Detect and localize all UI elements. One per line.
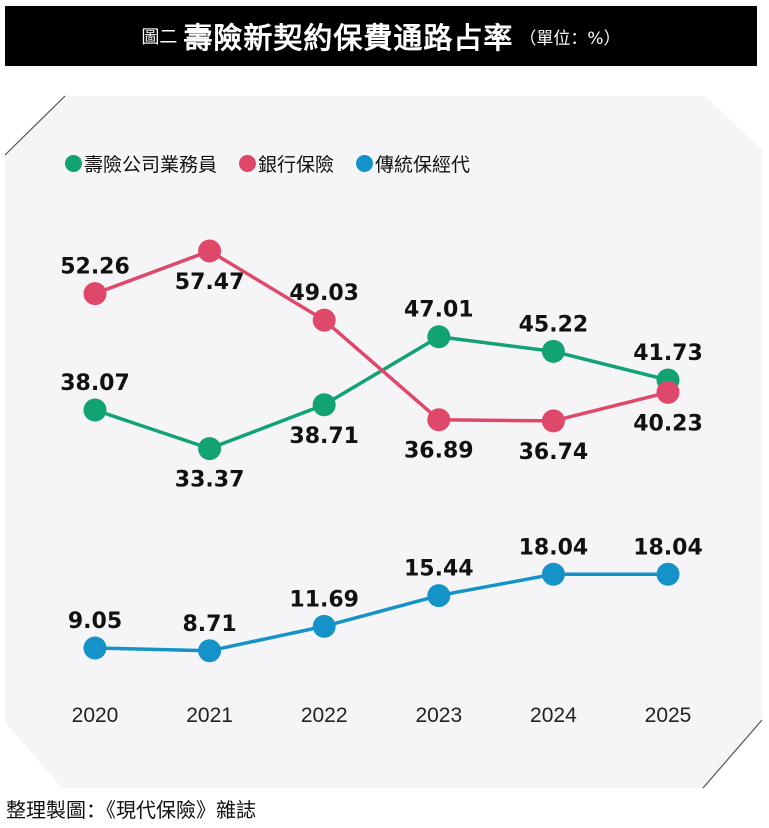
data-point xyxy=(541,339,565,363)
data-point xyxy=(198,639,222,663)
legend-item-brokers: 傳統保經代 xyxy=(356,150,470,177)
legend-dot-blue xyxy=(356,155,374,172)
figure-number: 圖二 xyxy=(141,27,178,48)
data-label: 36.74 xyxy=(519,440,589,465)
series-line xyxy=(94,334,669,451)
chart-unit: （單位：%） xyxy=(519,28,621,49)
data-label: 57.47 xyxy=(175,270,245,295)
x-tick-label: 2021 xyxy=(186,704,233,727)
x-tick-label: 2025 xyxy=(645,704,692,727)
panel-shape xyxy=(5,96,762,788)
x-tick-label: 2020 xyxy=(72,704,119,727)
chart-title: 壽險新契約保費通路占率 xyxy=(183,21,514,55)
data-point xyxy=(83,398,107,422)
legend-item-bancassurance: 銀行保險 xyxy=(239,150,334,177)
data-label: 9.05 xyxy=(68,609,122,634)
data-label: 8.71 xyxy=(182,612,236,637)
data-point xyxy=(312,308,336,332)
corner-line-bottom-right xyxy=(702,719,763,789)
corner-line-top-left xyxy=(4,95,66,156)
series-line xyxy=(94,249,669,423)
data-label: 38.71 xyxy=(289,424,359,449)
data-label: 45.22 xyxy=(519,312,589,337)
data-label: 49.03 xyxy=(289,281,359,306)
data-label: 18.04 xyxy=(519,535,589,560)
data-label: 41.73 xyxy=(633,341,703,366)
legend-label: 壽險公司業務員 xyxy=(84,154,218,176)
data-label: 38.07 xyxy=(60,371,130,396)
data-point xyxy=(198,437,222,461)
title-bar: 圖二 壽險新契約保費通路占率 （單位：%） xyxy=(5,6,757,66)
data-label: 18.04 xyxy=(633,535,703,560)
data-point xyxy=(83,282,107,306)
legend-label: 傳統保經代 xyxy=(375,154,471,176)
data-label: 40.23 xyxy=(633,411,703,436)
data-point xyxy=(541,409,565,433)
data-label: 33.37 xyxy=(175,468,245,493)
data-point xyxy=(427,584,451,608)
legend-dot-green xyxy=(65,155,82,172)
legend-label: 銀行保險 xyxy=(258,154,335,176)
data-label: 36.89 xyxy=(404,439,474,464)
data-label: 47.01 xyxy=(404,298,474,323)
data-point xyxy=(427,408,451,432)
data-point xyxy=(312,393,336,417)
x-tick-label: 2022 xyxy=(301,704,348,727)
legend: 壽險公司業務員 銀行保險 傳統保經代 xyxy=(65,150,470,177)
data-point xyxy=(312,614,336,638)
series-line xyxy=(94,572,668,653)
source-note: 整理製圖：《現代保險》雜誌 xyxy=(6,798,256,822)
data-point xyxy=(541,562,565,586)
x-tick-label: 2024 xyxy=(530,704,577,727)
data-point xyxy=(83,636,107,660)
data-label: 15.44 xyxy=(404,557,474,582)
legend-item-agents: 壽險公司業務員 xyxy=(65,150,217,177)
data-label: 52.26 xyxy=(60,255,130,280)
data-point xyxy=(656,380,680,404)
legend-dot-red xyxy=(239,155,257,172)
data-point xyxy=(656,562,680,586)
data-point xyxy=(427,325,451,349)
data-label: 11.69 xyxy=(289,587,359,612)
data-point xyxy=(198,239,222,263)
x-tick-label: 2023 xyxy=(415,704,462,727)
